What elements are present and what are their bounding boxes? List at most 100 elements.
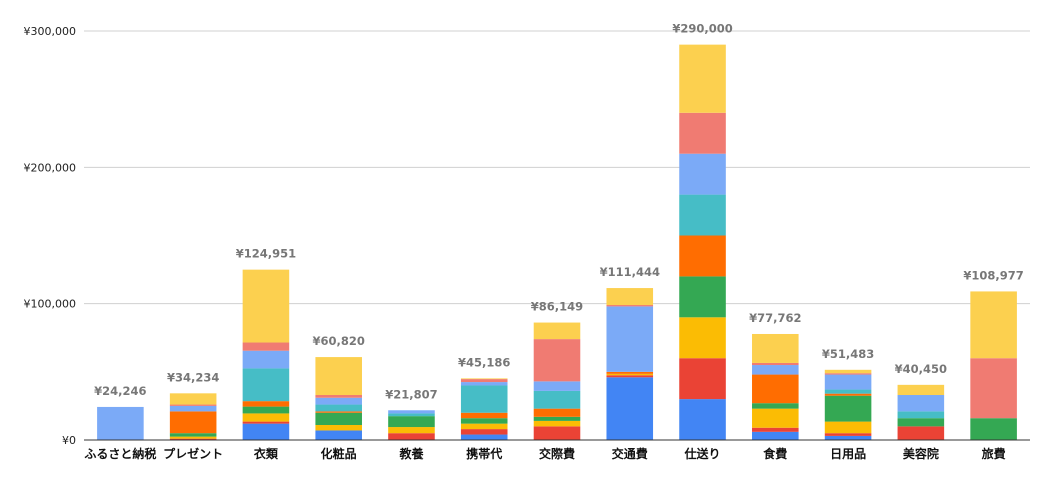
- bar-segment: [242, 350, 290, 369]
- bar-segment: [824, 389, 872, 394]
- total-data-label: ¥290,000: [672, 22, 732, 36]
- x-tick-label: 携帯代: [466, 446, 502, 461]
- bar-segment: [679, 399, 726, 440]
- x-tick-label: ふるさと納税: [84, 446, 156, 461]
- bar-segment: [752, 431, 799, 440]
- bar-segment: [752, 374, 799, 404]
- bar-segment: [824, 369, 872, 374]
- x-tick-label: 化粧品: [321, 446, 357, 461]
- bar-segment: [460, 423, 508, 430]
- bar-segment: [752, 408, 799, 428]
- total-data-label: ¥34,234: [167, 370, 219, 384]
- bar-segment: [679, 317, 726, 359]
- total-data-label: ¥108,977: [963, 268, 1023, 282]
- bar-segment: [679, 194, 726, 236]
- bar-segment: [897, 418, 945, 427]
- bar-segment: [679, 153, 726, 195]
- bar-segment: [242, 413, 290, 422]
- bar-segment: [533, 381, 581, 391]
- y-tick-label: ¥0: [62, 434, 76, 447]
- total-data-label: ¥21,807: [385, 387, 437, 401]
- bar-segment: [169, 405, 217, 412]
- bar-segment: [315, 412, 362, 425]
- bar-segment: [97, 406, 144, 440]
- x-tick-label: 日用品: [830, 447, 866, 461]
- bar-segment: [824, 435, 872, 440]
- bar-segment: [679, 235, 726, 277]
- y-tick-label: ¥300,000: [24, 25, 77, 38]
- bar-segment: [169, 393, 217, 405]
- bar-segment: [606, 371, 654, 374]
- bar-segment: [897, 384, 945, 396]
- bar-segment: [460, 434, 508, 440]
- bar-segment: [606, 305, 654, 307]
- bar-segment: [315, 430, 362, 440]
- bar-segment: [460, 379, 508, 383]
- x-tick-label: 食費: [762, 446, 787, 461]
- total-data-label: ¥86,149: [531, 300, 583, 314]
- bar-segment: [970, 291, 1017, 359]
- x-tick-label: 交際費: [539, 446, 575, 461]
- bar-segment: [388, 416, 435, 428]
- x-tick-label: 仕送り: [684, 446, 721, 461]
- bar-segment: [533, 416, 581, 421]
- bar-segment: [606, 377, 654, 440]
- bar-segment: [606, 375, 654, 378]
- y-tick-label: ¥100,000: [24, 298, 77, 311]
- bar-segment: [242, 423, 290, 440]
- bar-segment: [752, 403, 799, 409]
- bar-segment: [460, 418, 508, 424]
- bar-segment: [824, 421, 872, 434]
- total-data-label: ¥45,186: [458, 355, 510, 369]
- x-tick-label: 交通費: [612, 446, 648, 461]
- bar-segment: [752, 427, 799, 432]
- total-data-label: ¥77,762: [749, 311, 801, 325]
- bar-segment: [242, 269, 290, 343]
- bar-segment: [679, 358, 726, 400]
- bar-segment: [460, 412, 508, 419]
- bar-segment: [533, 339, 581, 382]
- total-data-label: ¥24,246: [94, 384, 146, 398]
- x-tick-label: 旅費: [982, 446, 1006, 461]
- bar-segment: [824, 393, 872, 396]
- bar-segment: [824, 373, 872, 375]
- bar-segment: [315, 397, 362, 405]
- bar-segment: [533, 426, 581, 440]
- bar-segment: [897, 426, 945, 440]
- bar-segment: [606, 288, 654, 306]
- bar-segment: [315, 395, 362, 398]
- bar-segment: [242, 368, 290, 402]
- bar-segment: [242, 342, 290, 351]
- bar-segment: [533, 322, 581, 340]
- bar-segment: [169, 438, 217, 440]
- bar-segment: [824, 433, 872, 436]
- bar-segment: [897, 395, 945, 412]
- bar-segment: [606, 306, 654, 372]
- bar-segment: [533, 390, 581, 409]
- bar-segment: [315, 404, 362, 412]
- bar-segment: [533, 420, 581, 427]
- bar-segment: [388, 433, 435, 440]
- bar-segment: [460, 429, 508, 435]
- bar-segment: [679, 276, 726, 318]
- bar-segment: [679, 112, 726, 154]
- total-data-label: ¥40,450: [895, 362, 947, 376]
- bar-segment: [606, 373, 654, 376]
- bar-segment: [242, 406, 290, 414]
- bar-segment: [970, 418, 1017, 440]
- bar-segment: [169, 436, 217, 439]
- bar-segment: [388, 413, 435, 417]
- bar-segment: [388, 427, 435, 434]
- bar-segment: [752, 362, 799, 366]
- bar-segment: [169, 404, 217, 406]
- bar-segment: [460, 378, 508, 380]
- bar-segment: [315, 411, 362, 413]
- bar-segment: [242, 401, 290, 407]
- x-tick-label: 美容院: [903, 446, 939, 461]
- total-data-label: ¥51,483: [822, 347, 874, 361]
- bar-segment: [970, 358, 1017, 419]
- total-data-label: ¥124,951: [236, 247, 296, 261]
- bar-segment: [752, 333, 799, 363]
